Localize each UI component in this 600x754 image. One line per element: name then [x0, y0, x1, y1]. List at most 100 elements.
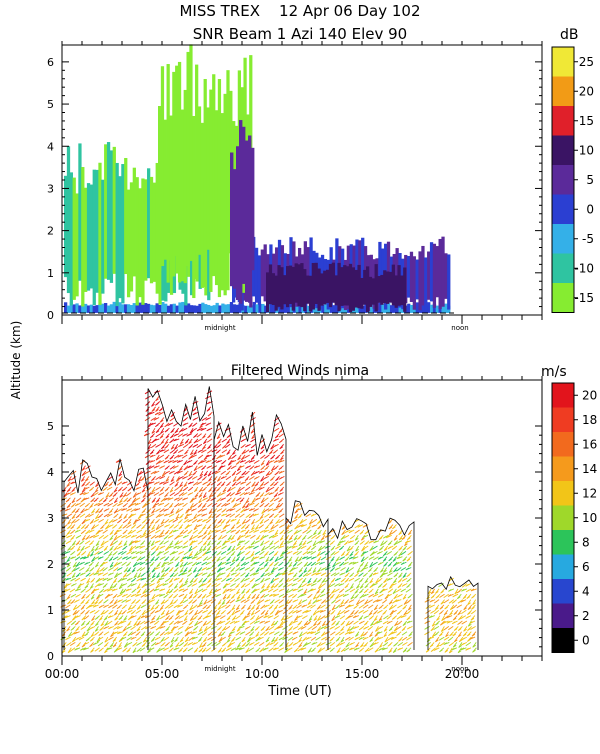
wind-barb	[170, 636, 175, 643]
wind-barb	[188, 593, 194, 600]
wind-barb	[198, 583, 204, 588]
wind-barb	[95, 513, 100, 520]
wind-barb	[76, 497, 82, 502]
wind-barb	[177, 631, 183, 636]
wind-barb	[141, 486, 146, 493]
wind-barb	[331, 604, 336, 611]
wind-barb	[255, 518, 261, 523]
wind-barb	[179, 513, 184, 519]
wind-barb	[274, 529, 279, 536]
wind-barb	[377, 636, 384, 640]
wind-barb	[264, 620, 271, 624]
snr-cell-strong-echo-core	[357, 264, 361, 309]
snr-cell-afternoon-boundary-layer	[263, 244, 267, 302]
wind-barb	[103, 615, 109, 621]
wind-barb	[430, 626, 435, 632]
wind-barb	[260, 540, 265, 546]
wind-barb	[371, 583, 378, 587]
wind-barb	[192, 502, 198, 508]
wind-barb	[70, 529, 76, 535]
wind-barb	[196, 556, 203, 561]
wind-barb	[95, 508, 100, 514]
wind-barb	[231, 497, 236, 503]
wind-barb	[198, 647, 204, 653]
wind-barb	[382, 556, 388, 562]
wind-barb	[282, 609, 289, 615]
wind-barb	[244, 642, 251, 647]
wind-barb	[158, 502, 165, 506]
wind-barb	[324, 534, 331, 538]
wind-barb	[244, 583, 251, 588]
wind-barbs	[59, 386, 479, 654]
wind-barb	[168, 529, 174, 535]
wind-barb	[288, 535, 294, 541]
wind-barb	[429, 599, 436, 603]
wind-barb	[211, 609, 218, 615]
snr-cell-strong-echo-core	[354, 269, 358, 308]
snr-cell-ground-clutter-layer	[224, 304, 228, 313]
wind-barb	[186, 508, 193, 512]
wind-barb	[85, 572, 91, 577]
y-tick-label: 2	[47, 225, 54, 238]
wind-barb	[158, 492, 165, 496]
wind-barb	[392, 647, 398, 653]
wind-barb	[330, 551, 336, 556]
wind-barb	[227, 535, 232, 541]
wind-barb	[387, 636, 394, 641]
wind-barb	[312, 599, 318, 604]
wind-barb	[201, 508, 208, 512]
wind-barb	[70, 545, 76, 551]
wind-barb	[297, 647, 303, 652]
wind-barb	[116, 545, 123, 550]
wind-barb	[226, 609, 232, 615]
wind-barb	[224, 540, 231, 544]
wind-barb	[150, 540, 155, 547]
wind-barb	[168, 577, 174, 584]
wind-barb	[381, 588, 388, 592]
wind-barb	[127, 620, 132, 626]
wind-barb	[114, 572, 118, 579]
wind-barb	[72, 604, 77, 611]
wind-barb	[259, 535, 265, 541]
y-tick-label: 2	[47, 558, 54, 571]
wind-barb	[278, 599, 284, 604]
wind-barb	[301, 577, 307, 584]
wind-barb	[401, 583, 408, 587]
wind-barb	[67, 519, 72, 525]
wind-barb	[441, 615, 445, 622]
wind-barb	[361, 545, 366, 552]
wind-barb	[146, 567, 151, 573]
wind-barb	[163, 459, 170, 464]
wind-barb	[255, 577, 261, 582]
wind-barb	[235, 572, 241, 577]
wind-barb	[368, 610, 373, 616]
wind-barb	[307, 599, 312, 605]
wind-barb	[320, 604, 326, 609]
snr-cell-strong-echo-core	[266, 272, 270, 313]
wind-barb	[291, 518, 298, 523]
wind-barb	[94, 620, 100, 627]
wind-barb	[358, 572, 364, 577]
wind-barb	[163, 551, 170, 555]
wind-barb	[135, 550, 142, 555]
wind-barb	[89, 636, 95, 642]
snr-cell-ground-clutter-layer	[86, 305, 91, 313]
wind-barb	[264, 502, 270, 508]
wind-barb	[70, 583, 77, 587]
wind-barb	[273, 615, 280, 620]
snr-cell-deep-convective-column	[236, 146, 240, 300]
wind-barb	[215, 529, 221, 533]
wind-barb	[461, 609, 467, 614]
wind-barb	[264, 599, 271, 603]
wind-barb	[263, 631, 270, 636]
wind-barb	[443, 593, 449, 598]
wind-barb	[273, 465, 279, 470]
wind-barb	[249, 572, 256, 577]
snr-cell-upper-cloud-band	[160, 66, 165, 267]
snr-cell-afternoon-boundary-layer	[424, 257, 428, 310]
wind-barb	[123, 540, 128, 547]
wind-barb	[453, 609, 459, 615]
wind-barb	[150, 604, 155, 611]
snr-cell-ground-clutter-layer	[129, 305, 134, 313]
